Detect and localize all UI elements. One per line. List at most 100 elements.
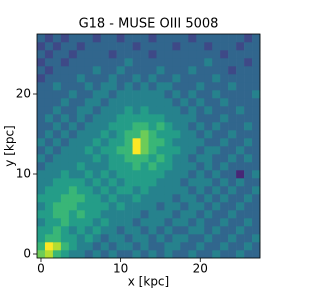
heatmap-cell xyxy=(44,210,54,219)
heatmap-cell xyxy=(220,114,229,123)
heatmap-cell xyxy=(244,50,253,59)
heatmap-cell xyxy=(52,210,62,219)
heatmap-cell xyxy=(37,218,46,227)
heatmap-cell xyxy=(156,234,165,243)
heatmap-cell xyxy=(132,138,141,147)
heatmap-cell xyxy=(44,170,54,179)
heatmap-cell xyxy=(172,122,181,131)
heatmap-cell xyxy=(37,106,46,115)
heatmap-cell xyxy=(60,154,70,163)
heatmap-cell xyxy=(172,178,181,187)
heatmap-cell xyxy=(236,66,245,75)
heatmap-cell xyxy=(108,74,117,83)
heatmap-cell xyxy=(132,242,141,251)
heatmap-cell xyxy=(68,74,78,83)
heatmap-cell xyxy=(92,106,102,115)
heatmap-cell xyxy=(100,50,109,59)
heatmap-cell xyxy=(108,90,117,99)
heatmap-cell xyxy=(180,34,189,43)
heatmap-cell xyxy=(212,66,221,75)
heatmap-cell xyxy=(196,66,205,75)
heatmap-cell xyxy=(212,178,221,187)
heatmap-cell xyxy=(148,74,157,83)
heatmap-cell xyxy=(140,130,149,139)
heatmap-cell xyxy=(108,42,117,51)
heatmap-cell xyxy=(37,242,46,251)
heatmap-cell xyxy=(188,90,197,99)
heatmap-cell xyxy=(220,186,229,195)
heatmap-cell xyxy=(212,146,221,155)
heatmap-cell xyxy=(44,50,54,59)
heatmap-cell xyxy=(156,162,165,171)
heatmap-cell xyxy=(172,210,181,219)
heatmap-cell xyxy=(76,170,86,179)
heatmap-cell xyxy=(140,146,149,155)
heatmap-cell xyxy=(60,34,70,43)
heatmap-cell xyxy=(228,154,237,163)
heatmap-cell xyxy=(164,186,173,195)
heatmap-cell xyxy=(108,82,117,91)
heatmap-cell xyxy=(220,178,229,187)
heatmap-cell xyxy=(196,82,205,91)
heatmap-cell xyxy=(92,130,102,139)
heatmap-cell xyxy=(188,242,197,251)
heatmap-cell xyxy=(172,146,181,155)
heatmap-cell xyxy=(44,114,54,123)
heatmap-cell xyxy=(116,170,125,179)
heatmap-cell xyxy=(228,130,237,139)
heatmap-cell xyxy=(220,130,229,139)
heatmap-cell xyxy=(140,170,149,179)
heatmap-cell xyxy=(180,42,189,51)
heatmap-cell xyxy=(92,58,102,67)
heatmap-cell xyxy=(37,34,46,43)
heatmap-cell xyxy=(180,178,189,187)
heatmap-cell xyxy=(164,90,173,99)
heatmap-cell xyxy=(148,106,157,115)
heatmap-cell xyxy=(236,106,245,115)
heatmap-cell xyxy=(236,242,245,251)
heatmap-cell xyxy=(180,114,189,123)
heatmap-cell xyxy=(220,194,229,203)
heatmap-cell xyxy=(76,42,86,51)
x-axis-label: x [kpc] xyxy=(128,275,169,289)
heatmap-cell xyxy=(228,162,237,171)
heatmap-cell xyxy=(84,178,94,187)
heatmap-cell xyxy=(52,42,62,51)
heatmap-cell xyxy=(100,66,109,75)
heatmap-cell xyxy=(100,130,109,139)
heatmap-cell xyxy=(116,154,125,163)
heatmap-cell xyxy=(252,162,261,171)
heatmap-cell xyxy=(180,250,189,259)
heatmap-cell xyxy=(220,74,229,83)
heatmap-cell xyxy=(140,114,149,123)
heatmap-cell xyxy=(148,42,157,51)
heatmap-cell xyxy=(236,58,245,67)
heatmap-cell xyxy=(100,202,109,211)
heatmap-cell xyxy=(132,250,141,259)
heatmap-cell xyxy=(156,186,165,195)
heatmap-cell xyxy=(244,242,253,251)
heatmap-cell xyxy=(116,186,125,195)
heatmap-cell xyxy=(37,178,46,187)
chart-title: G18 - MUSE OIII 5008 xyxy=(79,17,219,32)
heatmap-cell xyxy=(108,146,117,155)
heatmap-cell xyxy=(124,74,133,83)
heatmap-cell xyxy=(228,90,237,99)
heatmap-cell xyxy=(180,210,189,219)
heatmap-cell xyxy=(68,194,78,203)
heatmap-cell xyxy=(244,98,253,107)
heatmap-cell xyxy=(84,186,94,195)
heatmap-cell xyxy=(156,114,165,123)
x-tick-label: 0 xyxy=(37,262,45,276)
heatmap-cell xyxy=(236,114,245,123)
heatmap-cell xyxy=(180,138,189,147)
heatmap-cell xyxy=(244,162,253,171)
heatmap-cell xyxy=(172,50,181,59)
heatmap-cell xyxy=(108,226,117,235)
heatmap-cell xyxy=(252,90,261,99)
heatmap-cell xyxy=(37,74,46,83)
heatmap-cell xyxy=(84,122,94,131)
heatmap-cell xyxy=(188,234,197,243)
heatmap-cell xyxy=(228,82,237,91)
heatmap-cell xyxy=(172,162,181,171)
